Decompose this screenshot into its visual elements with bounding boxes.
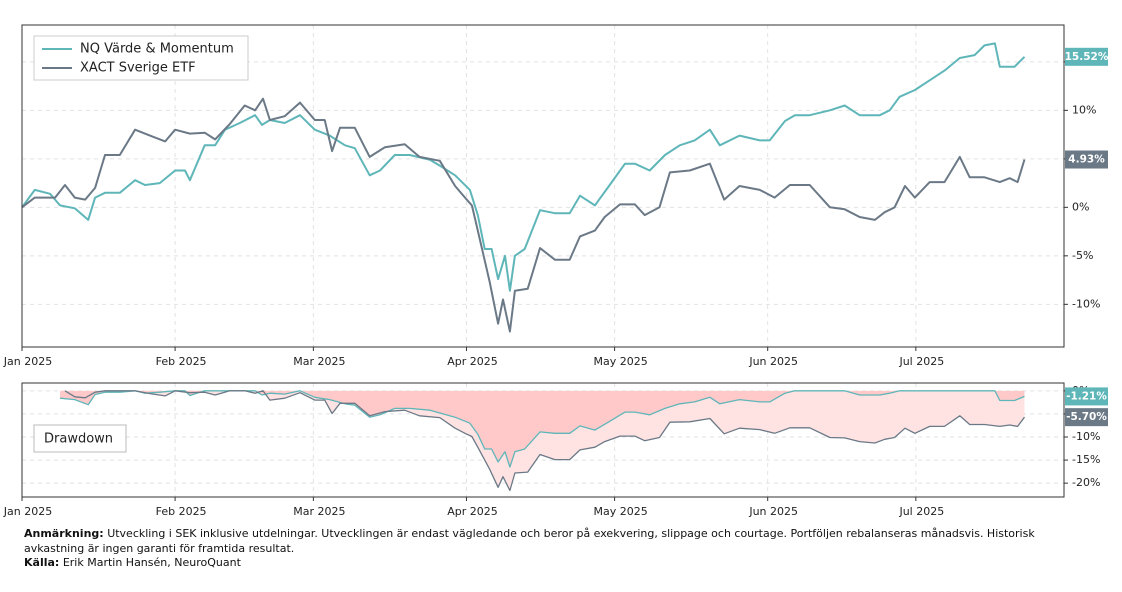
x-tick-label: May 2025 — [593, 505, 647, 518]
note-label: Anmärkning: — [24, 527, 104, 540]
series-line — [21, 97, 1026, 333]
x-tick-label: May 2025 — [593, 355, 647, 368]
y-tick-label: 0% — [1072, 200, 1089, 213]
x-tick-label: Jan 2025 — [3, 505, 52, 518]
x-tick-label: Feb 2025 — [156, 505, 207, 518]
y-tick-label: -15% — [1072, 453, 1100, 466]
value-badge — [1065, 408, 1108, 427]
notes: Anmärkning: Utveckling i SEK inklusive u… — [24, 527, 1074, 571]
y-tick-label: -10% — [1072, 297, 1100, 310]
x-tick-label: Jul 2025 — [898, 355, 944, 368]
x-tick-label: Jan 2025 — [3, 355, 52, 368]
y-tick-label: 10% — [1072, 103, 1096, 116]
x-tick-label: Mar 2025 — [293, 505, 345, 518]
label-text: Drawdown — [44, 432, 113, 447]
x-tick-label: Jun 2025 — [748, 505, 798, 518]
series-line — [21, 42, 1026, 292]
value-label: 15.52% — [1065, 51, 1109, 63]
y-tick-label: -10% — [1072, 430, 1100, 443]
legend-label: NQ Värde & Momentum — [80, 42, 234, 57]
plot-frame — [21, 382, 1065, 498]
legend-label: XACT Sverige ETF — [80, 61, 196, 76]
legend-box — [33, 35, 249, 81]
legend: NQ Värde & Momentum XACT Sverige ETF — [33, 35, 249, 81]
chart-label: Drawdown — [33, 424, 127, 453]
series-line — [59, 390, 1025, 468]
value-label: -5.70% — [1066, 411, 1107, 423]
y-tick-label: -20% — [1072, 476, 1100, 489]
y-tick-label: -5% — [1072, 249, 1093, 262]
note-text: Utveckling i SEK inklusive utdelningar. … — [24, 527, 1035, 555]
note-text: Erik Martin Hansén, NeuroQuant — [62, 556, 241, 569]
drawdown-fill — [64, 390, 1025, 491]
note: Källa: Erik Martin Hansén, NeuroQuant — [24, 556, 1074, 571]
x-tick-label: Apr 2025 — [447, 505, 498, 518]
series-line — [64, 390, 1026, 492]
drawdown-fill — [60, 390, 1025, 467]
value-badge — [1065, 387, 1108, 406]
value-label: -1.21% — [1066, 390, 1107, 402]
value-label: 4.93% — [1068, 154, 1105, 166]
x-tick-label: Mar 2025 — [293, 355, 345, 368]
note: Anmärkning: Utveckling i SEK inklusive u… — [24, 527, 1074, 556]
label-box — [33, 424, 127, 453]
x-tick-label: Apr 2025 — [447, 355, 498, 368]
x-tick-label: Jul 2025 — [898, 505, 944, 518]
value-badge — [1065, 47, 1108, 66]
note-label: Källa: — [24, 556, 60, 569]
plot-frame — [21, 24, 1065, 348]
x-tick-label: Feb 2025 — [156, 355, 207, 368]
value-badge — [1065, 150, 1108, 169]
x-tick-label: Jun 2025 — [748, 355, 798, 368]
